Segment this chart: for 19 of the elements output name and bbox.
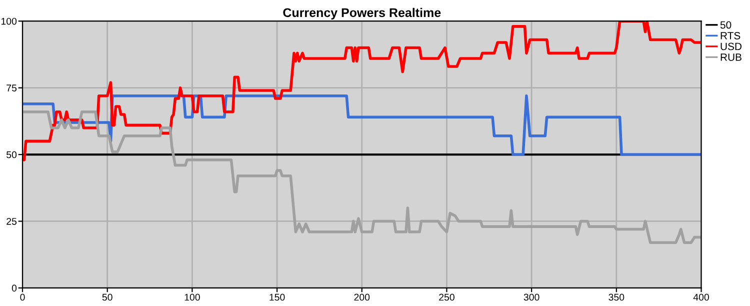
x-tick-label: 150 xyxy=(270,294,285,301)
y-tick-label: 25 xyxy=(6,218,17,225)
legend-label: USD xyxy=(720,42,742,50)
x-tick-label: 300 xyxy=(524,294,540,301)
y-tick-label: 75 xyxy=(6,84,17,92)
x-tick-label: 0 xyxy=(20,294,25,301)
chart-title: Currency Powers Realtime xyxy=(283,8,441,20)
legend-label: RUB xyxy=(720,54,742,61)
y-tick-label: 0 xyxy=(12,284,17,292)
x-tick-label: 100 xyxy=(184,294,200,301)
y-tick-label: 50 xyxy=(6,151,17,158)
legend-label: 50 xyxy=(720,21,732,29)
x-tick-label: 250 xyxy=(439,294,454,301)
x-tick-label: 350 xyxy=(608,294,624,301)
x-tick-label: 400 xyxy=(693,294,709,301)
legend-label: RTS xyxy=(720,32,740,40)
y-tick-label: 100 xyxy=(1,18,17,25)
x-tick-label: 200 xyxy=(354,294,370,301)
x-tick-label: 50 xyxy=(102,294,112,301)
